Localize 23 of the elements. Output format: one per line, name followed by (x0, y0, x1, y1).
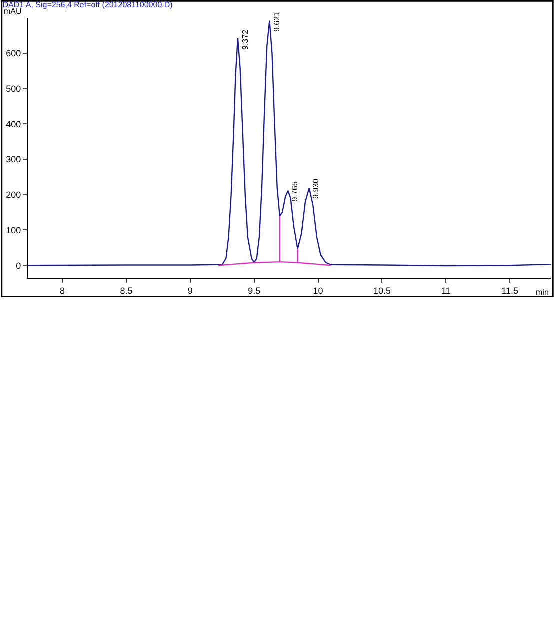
y-tick-label: 300 (6, 154, 22, 165)
x-tick-label: 8.5 (120, 286, 133, 296)
y-tick-label: 600 (6, 48, 22, 59)
x-tick-label: 10 (313, 286, 324, 296)
annotation: 9.930 (312, 178, 321, 199)
y-tick-label: 0 (16, 260, 22, 271)
y-tick-label: 100 (6, 225, 22, 236)
y-tick-label: 200 (6, 190, 22, 200)
x-tick-label: 10.5 (373, 286, 391, 296)
x-tick-label: 9 (188, 286, 193, 296)
line-series (218, 216, 332, 266)
annotation: 9.372 (240, 29, 250, 50)
y-tick-label: 500 (6, 84, 22, 94)
annotation: 9.621 (272, 11, 282, 32)
x-axis-title: min (536, 288, 549, 297)
x-tick-label: 11 (441, 286, 451, 296)
x-tick-label: 9.5 (248, 286, 261, 296)
x-tick-label: 11.5 (502, 286, 519, 296)
x-tick-label: 8 (60, 286, 66, 296)
chart-title: DAD1 A, Sig=256,4 Ref=off (2012081100000.D) (2, 0, 174, 10)
y-tick-label: 400 (6, 119, 22, 130)
y-axis-title: mAU (4, 7, 22, 16)
annotation: 9.765 (290, 181, 300, 202)
